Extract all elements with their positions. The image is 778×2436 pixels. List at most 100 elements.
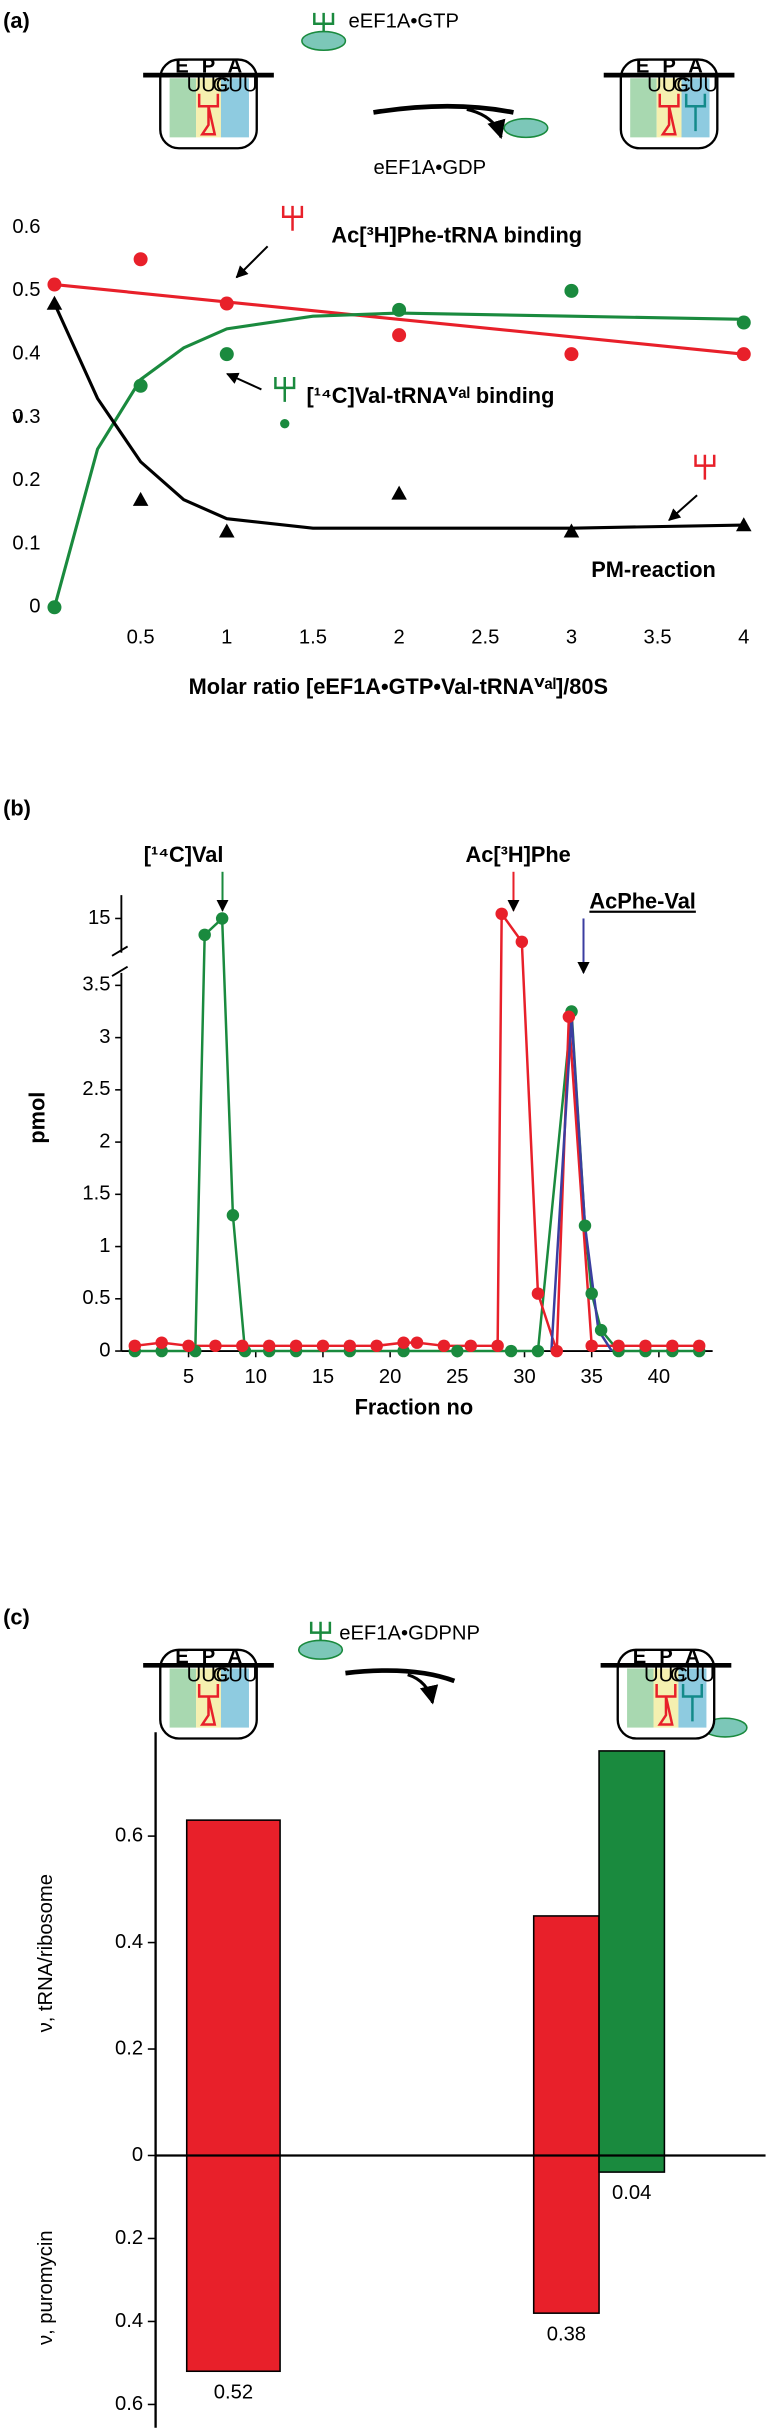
- point: [289, 1339, 303, 1353]
- point: [132, 491, 149, 506]
- y2-tick-label: 0.6: [115, 2393, 143, 2415]
- p-trna: [658, 93, 680, 136]
- y-tick-label: 0.5: [12, 279, 40, 301]
- y-tick-label: 0.4: [115, 1931, 143, 1953]
- site-label: E: [633, 1646, 647, 1668]
- y-tick-label: 0.5: [82, 1287, 110, 1309]
- point: [585, 1339, 598, 1353]
- point: [736, 347, 751, 362]
- site-label: P: [202, 1646, 216, 1668]
- site-label: E: [175, 1646, 189, 1668]
- series-line: [134, 909, 700, 1352]
- y-tick-label: 15: [88, 907, 110, 929]
- series-label: [¹⁴C]Val-tRNAⱽᵃˡ binding: [307, 383, 555, 408]
- codon: GUU: [673, 74, 718, 96]
- point: [639, 1339, 652, 1353]
- point: [392, 302, 407, 317]
- point: [262, 1339, 276, 1353]
- factor-label: eEF1A•GTP: [349, 11, 459, 33]
- axis-break: [111, 945, 129, 977]
- annotation-arrows: [216, 103, 698, 1705]
- point: [564, 283, 579, 298]
- e-site: [630, 78, 657, 138]
- factor-label: eEF1A•GDPNP: [339, 1623, 480, 1645]
- x-tick-label: 1.5: [299, 627, 327, 649]
- bar: [532, 2154, 600, 2314]
- y-tick-label: 0.2: [12, 469, 40, 491]
- series-label: AcPhe-Val: [589, 889, 695, 914]
- point: [209, 1339, 222, 1353]
- site-label: A: [228, 56, 243, 78]
- y-axis-label: ν, tRNA/ribosome: [35, 1874, 57, 2032]
- y-tick-label: 0: [99, 1339, 110, 1361]
- point: [735, 517, 752, 532]
- codon: UUC: [187, 1665, 231, 1687]
- released-label: eEF1A•GDP: [373, 157, 486, 179]
- y2-tick-label: 0.2: [115, 2227, 143, 2249]
- x-tick-label: 3: [566, 627, 577, 649]
- point: [219, 523, 235, 538]
- panel-label: (c): [3, 1604, 30, 1629]
- a-trna: [684, 93, 707, 132]
- series-line: [550, 1016, 613, 1352]
- point: [215, 912, 229, 925]
- y-tick-label: 2: [99, 1130, 110, 1152]
- point: [437, 1339, 451, 1353]
- point: [594, 1323, 608, 1337]
- series-label: [¹⁴C]Val: [144, 842, 224, 867]
- bar: [185, 1819, 281, 2157]
- x-tick-label: 20: [379, 1366, 401, 1388]
- p-trna: [655, 1684, 677, 1726]
- site-label: E: [175, 56, 189, 78]
- x-axis-label: Fraction no: [355, 1394, 474, 1419]
- point: [578, 1219, 592, 1232]
- y-tick-label: 0.6: [12, 216, 40, 238]
- point: [515, 935, 529, 949]
- point: [491, 1339, 504, 1353]
- y-tick-label: 0.4: [12, 343, 40, 365]
- point: [128, 1339, 142, 1353]
- point: [198, 928, 211, 942]
- point: [612, 1339, 625, 1353]
- point: [563, 523, 580, 538]
- point: [531, 1344, 545, 1358]
- e-site: [169, 1668, 197, 1728]
- y2-tick-label: 0.4: [115, 2310, 143, 2332]
- fit-line: [52, 311, 744, 608]
- point: [564, 347, 579, 362]
- y-tick-label: 0.2: [115, 2037, 143, 2059]
- point: [495, 907, 508, 921]
- site-label: A: [688, 56, 703, 78]
- x-tick-label: 0.5: [127, 627, 155, 649]
- y2-axis-label: ν, puromycin: [35, 2230, 57, 2345]
- value-label: 0.04: [612, 2182, 651, 2204]
- bar: [185, 2154, 281, 2373]
- e-site: [169, 78, 197, 138]
- codon: GUU: [212, 1665, 257, 1687]
- point: [397, 1336, 410, 1349]
- x-tick-label: 10: [244, 1366, 267, 1388]
- value-label: 0.38: [547, 2323, 586, 2345]
- point: [392, 328, 407, 343]
- p-trna: [197, 1684, 220, 1726]
- point: [343, 1339, 357, 1353]
- point: [692, 1339, 706, 1353]
- fit-line: [53, 302, 744, 530]
- site-label: P: [659, 1646, 672, 1668]
- codon: UUC: [644, 1665, 688, 1687]
- trna-icons: [274, 11, 748, 1738]
- series-label: PM-reaction: [591, 557, 716, 582]
- point: [316, 1339, 330, 1353]
- point: [47, 600, 62, 615]
- p-trna: [197, 93, 220, 136]
- point: [736, 315, 751, 330]
- point: [219, 296, 234, 311]
- point: [391, 485, 407, 500]
- bar: [532, 1915, 600, 2157]
- site-label: A: [228, 1646, 243, 1668]
- x-tick-label: 2: [393, 627, 404, 649]
- point: [410, 1336, 424, 1349]
- x-tick-label: 1: [221, 627, 232, 649]
